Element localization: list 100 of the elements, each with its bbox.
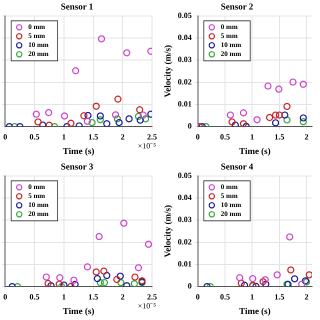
- y-tick-label: 0.03: [178, 215, 192, 224]
- x-tick-label: 1.5: [274, 132, 284, 142]
- x-tick-label: 1: [250, 132, 254, 142]
- point: [300, 118, 307, 126]
- y-tick-label: 0: [188, 282, 192, 291]
- y-tick-label: 0.02: [178, 77, 192, 86]
- y-tick-label: 0: [188, 122, 192, 131]
- point: [298, 280, 306, 287]
- chart-title: Sensor 3: [60, 162, 94, 172]
- point: [92, 268, 100, 276]
- point: [92, 102, 100, 110]
- point: [123, 49, 130, 56]
- point: [72, 67, 80, 74]
- point: [283, 102, 291, 110]
- x-axis-title: Time (s): [239, 146, 271, 156]
- x-tick-label: 0.5: [220, 132, 230, 142]
- point: [100, 267, 108, 275]
- x-tick-label: 1.5: [88, 292, 98, 302]
- text: ×10⁻⁵: [138, 142, 156, 151]
- point: [94, 275, 101, 282]
- x-tick-label: 1: [250, 292, 254, 302]
- point: [259, 278, 267, 286]
- point: [80, 112, 88, 120]
- point: [300, 114, 307, 122]
- x-tick-label: 2.5: [147, 292, 157, 302]
- x-tick-label: 2: [120, 132, 125, 142]
- x-tick-label: 0: [3, 132, 8, 142]
- y-tick-label: 0.05: [178, 170, 192, 180]
- x-axis-title: Time (s): [62, 146, 94, 156]
- point: [283, 116, 291, 124]
- point: [103, 272, 110, 280]
- y-tick-label: 0.01: [178, 260, 192, 269]
- point: [232, 121, 239, 127]
- point: [289, 78, 297, 86]
- text: ×10⁻⁵: [138, 302, 156, 311]
- x-tick-label: 1: [62, 132, 66, 142]
- y-tick-label: 0.04: [178, 193, 192, 202]
- x-tick-label: 2: [304, 132, 309, 142]
- x-tick-label: 2: [120, 292, 125, 302]
- x-tick-label: 0: [3, 292, 8, 302]
- point: [226, 111, 234, 119]
- x-tick-label: 1.5: [274, 292, 284, 302]
- point: [98, 35, 106, 42]
- point: [88, 119, 96, 126]
- point: [67, 120, 75, 127]
- point: [140, 111, 147, 119]
- point: [281, 111, 288, 119]
- y-tick-label: 0.05: [178, 10, 192, 20]
- point: [116, 272, 124, 280]
- point: [134, 264, 142, 272]
- y-tick-label: 0.04: [178, 33, 192, 42]
- point: [287, 266, 294, 274]
- point: [96, 112, 104, 120]
- point: [272, 111, 280, 119]
- point: [238, 280, 245, 287]
- point: [131, 273, 139, 281]
- x-tick-label: 1.5: [88, 132, 98, 142]
- x-tick-label: 0: [196, 132, 200, 142]
- point: [120, 220, 128, 227]
- chart-title: Sensor 4: [220, 162, 254, 172]
- x-tick-label: 2: [304, 292, 309, 302]
- point: [291, 275, 298, 282]
- point: [103, 120, 110, 127]
- point: [136, 116, 144, 124]
- chart-title: Sensor 2: [220, 2, 254, 12]
- point: [96, 116, 104, 124]
- point: [272, 119, 280, 126]
- point: [236, 274, 244, 282]
- point: [276, 111, 283, 119]
- point: [46, 122, 53, 127]
- point: [144, 240, 152, 248]
- point: [117, 279, 124, 286]
- point: [71, 280, 79, 287]
- y-axis-title: Velocity (m/s): [162, 204, 173, 258]
- point: [84, 263, 92, 270]
- x-axis-title: Time (s): [62, 306, 94, 316]
- point: [264, 82, 272, 90]
- point: [100, 279, 108, 286]
- point: [112, 111, 120, 118]
- point: [240, 109, 248, 116]
- x-tick-label: 0.5: [30, 292, 40, 302]
- point: [45, 109, 52, 116]
- chart-title: Sensor 1: [60, 2, 94, 12]
- point: [42, 273, 50, 281]
- point: [114, 96, 122, 103]
- x-tick-label: 0.5: [220, 292, 230, 302]
- point: [116, 119, 123, 126]
- point: [70, 276, 78, 284]
- point: [60, 112, 68, 120]
- point: [134, 112, 142, 120]
- y-axis-title: Velocity (m/s): [162, 44, 173, 98]
- point: [84, 112, 92, 120]
- point: [262, 276, 269, 284]
- point: [262, 280, 270, 287]
- point: [228, 118, 236, 126]
- point: [113, 276, 120, 284]
- point: [249, 275, 256, 282]
- point: [126, 115, 133, 122]
- point: [274, 271, 281, 278]
- y-tick-label: 0.03: [178, 55, 192, 64]
